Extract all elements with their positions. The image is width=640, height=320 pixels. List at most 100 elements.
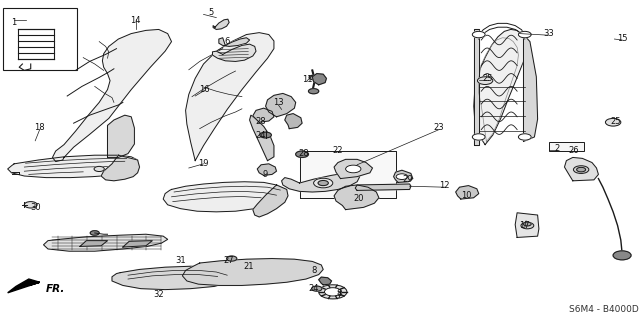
Text: 25: 25 (483, 74, 493, 83)
Text: 7: 7 (337, 292, 342, 300)
Polygon shape (8, 155, 138, 178)
Text: 24: 24 (256, 132, 266, 140)
FancyBboxPatch shape (549, 142, 584, 151)
Polygon shape (564, 157, 598, 181)
Circle shape (472, 31, 485, 38)
Circle shape (524, 222, 531, 226)
Polygon shape (8, 279, 40, 293)
Text: 12: 12 (440, 181, 450, 190)
Polygon shape (474, 29, 479, 145)
Circle shape (613, 251, 631, 260)
Polygon shape (300, 151, 396, 198)
Text: 8: 8 (337, 289, 342, 298)
Text: 27: 27 (224, 256, 234, 265)
Polygon shape (182, 259, 323, 285)
Polygon shape (80, 241, 108, 246)
Text: 1: 1 (12, 18, 17, 27)
Circle shape (472, 134, 485, 140)
Circle shape (319, 285, 347, 299)
Circle shape (227, 256, 237, 261)
Text: 32: 32 (154, 290, 164, 299)
Polygon shape (213, 19, 229, 29)
Circle shape (296, 151, 308, 157)
Text: 28: 28 (299, 149, 309, 158)
Circle shape (605, 118, 621, 126)
Text: S6M4 - B4000D: S6M4 - B4000D (569, 305, 639, 314)
Polygon shape (524, 35, 538, 141)
Text: 11: 11 (302, 76, 312, 84)
Polygon shape (44, 234, 168, 251)
Polygon shape (282, 172, 360, 192)
Text: 23: 23 (434, 124, 444, 132)
Circle shape (312, 286, 322, 291)
Text: 20: 20 (353, 194, 364, 203)
Text: 2: 2 (554, 144, 559, 153)
Text: 26: 26 (568, 146, 579, 155)
Text: 14: 14 (131, 16, 141, 25)
Text: 5: 5 (209, 8, 214, 17)
Polygon shape (52, 29, 172, 162)
Text: 16: 16 (200, 85, 210, 94)
Polygon shape (101, 155, 140, 181)
Circle shape (573, 166, 589, 173)
Text: 28: 28 (256, 117, 266, 126)
Text: 25: 25 (611, 117, 621, 126)
Text: 30: 30 (30, 204, 40, 212)
Polygon shape (186, 33, 274, 161)
Polygon shape (253, 185, 288, 217)
Polygon shape (312, 74, 326, 85)
Circle shape (309, 75, 318, 80)
Polygon shape (219, 38, 250, 46)
Polygon shape (123, 241, 152, 247)
Polygon shape (108, 115, 134, 157)
Text: 15: 15 (617, 34, 627, 43)
Polygon shape (285, 114, 302, 129)
Circle shape (260, 132, 271, 138)
Circle shape (518, 31, 531, 38)
Circle shape (314, 178, 333, 188)
Text: 29: 29 (403, 175, 413, 184)
Text: 10: 10 (461, 191, 471, 200)
Text: 19: 19 (198, 159, 209, 168)
Polygon shape (334, 185, 379, 210)
Polygon shape (334, 159, 372, 179)
Circle shape (396, 174, 408, 180)
Text: 31: 31 (175, 256, 186, 265)
Text: 24: 24 (308, 284, 319, 293)
Circle shape (94, 166, 104, 172)
Polygon shape (266, 93, 296, 117)
Circle shape (518, 134, 531, 140)
Polygon shape (394, 170, 413, 182)
Circle shape (577, 167, 586, 172)
Polygon shape (250, 115, 274, 161)
Circle shape (308, 89, 319, 94)
Circle shape (318, 180, 328, 186)
Circle shape (521, 222, 534, 229)
Text: 21: 21 (243, 262, 253, 271)
FancyBboxPatch shape (3, 8, 77, 70)
Text: 17: 17 (520, 221, 530, 230)
Text: 18: 18 (35, 124, 45, 132)
Text: FR.: FR. (46, 284, 65, 294)
Polygon shape (163, 182, 287, 212)
Polygon shape (257, 164, 276, 175)
Circle shape (90, 231, 99, 235)
Polygon shape (112, 266, 232, 290)
Text: 22: 22 (333, 146, 343, 155)
Text: 13: 13 (273, 98, 284, 107)
Polygon shape (515, 213, 539, 237)
Polygon shape (212, 44, 256, 61)
Text: 8: 8 (311, 266, 316, 275)
Text: 33: 33 (543, 29, 554, 38)
Text: 9: 9 (263, 170, 268, 179)
Circle shape (24, 202, 37, 208)
Text: 6: 6 (225, 37, 230, 46)
Polygon shape (319, 277, 332, 285)
Polygon shape (456, 186, 479, 199)
Circle shape (477, 77, 493, 84)
Polygon shape (474, 29, 526, 145)
Circle shape (324, 288, 341, 296)
Polygon shape (253, 108, 274, 122)
Circle shape (346, 165, 361, 173)
Polygon shape (355, 184, 411, 190)
